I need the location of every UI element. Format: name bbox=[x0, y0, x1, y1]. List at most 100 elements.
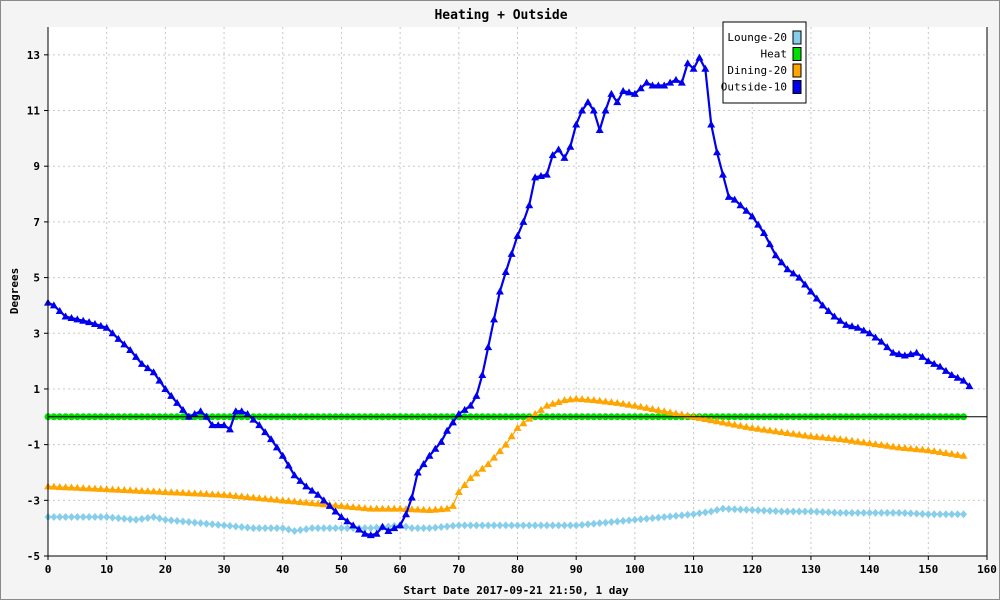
outside-10-point bbox=[196, 407, 205, 415]
lounge-20-point bbox=[572, 521, 580, 530]
outside-10-point bbox=[536, 171, 545, 179]
dining-20-point bbox=[132, 486, 141, 494]
outside-10-point bbox=[695, 53, 704, 61]
dining-20-point bbox=[912, 445, 921, 453]
outside-10-point bbox=[759, 229, 768, 237]
lounge-20-point bbox=[126, 515, 134, 524]
lounge-20-point bbox=[742, 505, 750, 514]
lounge-20-point bbox=[560, 521, 568, 530]
outside-10-point bbox=[478, 371, 487, 379]
outside-10-point bbox=[448, 418, 457, 426]
dining-20-point bbox=[736, 421, 745, 429]
y-tick-label: 1 bbox=[33, 383, 40, 396]
outside-10-point bbox=[331, 507, 340, 515]
outside-10-point bbox=[85, 318, 94, 326]
dining-20-point bbox=[601, 397, 610, 405]
outside-10-point bbox=[290, 471, 299, 479]
dining-20-point bbox=[507, 432, 516, 440]
dining-20-point bbox=[777, 428, 786, 436]
outside-10-point bbox=[818, 301, 827, 309]
y-tick-label: 5 bbox=[33, 272, 40, 285]
dining-20-point bbox=[941, 448, 950, 456]
lounge-20-point bbox=[737, 505, 745, 514]
outside-10-point bbox=[308, 486, 317, 494]
lounge-20-point bbox=[249, 524, 257, 533]
lounge-20-point bbox=[273, 524, 281, 533]
dining-20-point bbox=[730, 420, 739, 428]
grid bbox=[48, 27, 987, 557]
dining-20-point bbox=[947, 449, 956, 457]
dining-20-point bbox=[724, 419, 733, 427]
lounge-20-point bbox=[431, 523, 439, 532]
outside-10-point bbox=[190, 410, 199, 418]
dining-20-point bbox=[167, 488, 176, 496]
lounge-20-point bbox=[161, 515, 169, 524]
dining-20-point bbox=[296, 497, 305, 505]
outside-10-point bbox=[783, 265, 792, 273]
dining-20-point bbox=[231, 491, 240, 499]
lounge-20-point bbox=[525, 521, 533, 530]
lounge-20-point bbox=[707, 507, 715, 516]
dining-20-point bbox=[90, 484, 99, 492]
outside-10-point bbox=[519, 217, 528, 225]
outside-10-point bbox=[466, 401, 475, 409]
dining-20-point bbox=[85, 484, 94, 492]
outside-10-point bbox=[255, 421, 264, 429]
outside-10-point bbox=[671, 75, 680, 83]
dining-20-point bbox=[390, 504, 399, 512]
dining-20-point bbox=[102, 485, 111, 493]
outside-10-point bbox=[472, 391, 481, 399]
dining-20-point bbox=[49, 482, 58, 490]
outside-10-point bbox=[771, 251, 780, 259]
outside-10-point bbox=[108, 329, 117, 337]
lounge-20-point bbox=[877, 508, 885, 517]
lounge-20-point bbox=[484, 521, 492, 530]
dining-20-point bbox=[619, 399, 628, 407]
y-tick-label: 9 bbox=[33, 160, 40, 173]
outside-10-point bbox=[178, 405, 187, 413]
outside-10-point bbox=[859, 326, 868, 334]
dining-20-point bbox=[660, 407, 669, 415]
dining-20-point bbox=[284, 496, 293, 504]
outside-10-point bbox=[372, 529, 381, 537]
lounge-20-point bbox=[613, 517, 621, 526]
y-tick-label: -3 bbox=[27, 494, 40, 507]
dining-20-point bbox=[636, 402, 645, 410]
dining-20-point bbox=[595, 396, 604, 404]
lounge-20-point bbox=[437, 523, 445, 532]
dining-20-point bbox=[366, 504, 375, 512]
outside-10-point bbox=[619, 87, 628, 95]
dining-20-point bbox=[337, 501, 346, 509]
outside-10-point bbox=[701, 64, 710, 72]
dining-20-point bbox=[243, 492, 252, 500]
lounge-20-point bbox=[361, 524, 369, 533]
outside-10-point bbox=[243, 410, 252, 418]
lounge-20-point bbox=[695, 509, 703, 518]
dining-20-point bbox=[742, 422, 751, 430]
lounge-20-point bbox=[772, 507, 780, 516]
dining-20-point bbox=[783, 428, 792, 436]
dining-20-point bbox=[319, 500, 328, 508]
lounge-20-point bbox=[167, 516, 175, 525]
dining-20-point bbox=[918, 445, 927, 453]
outside-10-point bbox=[225, 425, 234, 433]
dining-20-point bbox=[237, 492, 246, 500]
outside-10-point bbox=[349, 521, 358, 529]
x-tick-label: 60 bbox=[394, 563, 407, 576]
dining-20-point bbox=[490, 453, 499, 461]
outside-10-point bbox=[161, 384, 170, 392]
dining-20-point bbox=[360, 504, 369, 512]
outside-10-point bbox=[777, 258, 786, 266]
lounge-20-point bbox=[402, 522, 410, 531]
dining-20-point bbox=[425, 506, 434, 514]
dining-20-point bbox=[871, 440, 880, 448]
dining-20-point bbox=[836, 435, 845, 443]
x-axis-label: Start Date 2017-09-21 21:50, 1 day bbox=[403, 584, 629, 597]
lounge-20-point bbox=[73, 513, 81, 522]
lounge-20-point bbox=[191, 518, 199, 527]
outside-10-point bbox=[718, 170, 727, 178]
dining-20-point bbox=[536, 405, 545, 413]
legend-swatch-lounge-20 bbox=[792, 30, 802, 45]
lounge-20-point bbox=[308, 524, 316, 533]
